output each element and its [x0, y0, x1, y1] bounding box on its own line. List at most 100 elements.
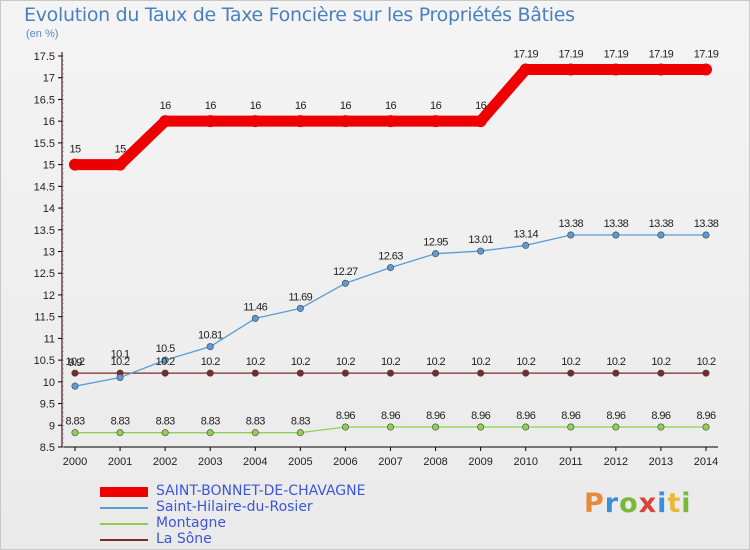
data-label: 10.2 [201, 356, 220, 368]
data-point [251, 314, 259, 322]
logo-letter: i [681, 488, 692, 519]
legend-swatch [100, 523, 148, 525]
data-point [522, 241, 530, 249]
x-tick-label: 2003 [198, 456, 222, 468]
data-label: 13.38 [559, 218, 584, 230]
data-label: 11.69 [288, 291, 312, 303]
data-label: 16 [295, 100, 307, 112]
data-label: 10.1 [111, 348, 130, 360]
data-point [432, 423, 440, 431]
x-tick-label: 2005 [288, 456, 312, 468]
data-label: 12.95 [423, 237, 448, 249]
y-tick-label: 16.5 [34, 94, 55, 106]
data-point [71, 369, 79, 377]
data-point [296, 429, 304, 437]
data-point [159, 115, 172, 128]
data-label: 17.19 [559, 48, 584, 60]
x-tick-label: 2006 [333, 456, 357, 468]
data-point [519, 63, 532, 76]
data-label: 8.96 [381, 410, 400, 422]
data-label: 8.83 [291, 416, 310, 428]
data-point [384, 115, 397, 128]
data-label: 16 [160, 100, 172, 112]
data-label: 10.2 [696, 356, 715, 368]
legend-label: La Sône [156, 531, 212, 547]
data-point [432, 250, 440, 258]
data-point [522, 369, 530, 377]
data-label: 10.81 [198, 330, 223, 342]
data-point [69, 158, 81, 171]
data-point [386, 423, 394, 431]
y-tick-label: 12 [43, 290, 55, 302]
data-point [432, 369, 440, 377]
data-point [700, 63, 712, 76]
y-tick-label: 15.5 [34, 138, 55, 150]
data-point [612, 369, 620, 377]
legend-label: Saint-Hilaire-du-Rosier [156, 499, 313, 515]
data-point [612, 231, 620, 239]
data-label: 10.2 [516, 356, 535, 368]
data-label: 8.83 [201, 416, 220, 428]
data-point [474, 115, 487, 128]
data-label: 8.96 [516, 410, 535, 422]
data-point [204, 115, 217, 128]
data-label: 10.2 [291, 356, 310, 368]
x-tick-label: 2002 [153, 456, 177, 468]
y-tick-label: 8.5 [40, 442, 55, 454]
y-tick-label: 16 [43, 116, 55, 128]
data-label: 13.01 [468, 234, 493, 246]
data-label: 10.2 [65, 356, 84, 368]
x-tick-label: 2010 [513, 456, 537, 468]
data-point [657, 231, 665, 239]
data-label: 13.38 [604, 218, 629, 230]
data-label: 15 [115, 144, 127, 156]
y-tick-label: 10.5 [34, 355, 55, 367]
data-label: 8.96 [336, 410, 355, 422]
data-point [522, 423, 530, 431]
data-label: 10.2 [471, 356, 490, 368]
data-label: 11.46 [243, 301, 267, 313]
data-label: 17.19 [604, 48, 629, 60]
data-label: 15 [69, 144, 81, 156]
data-label: 12.27 [333, 266, 358, 278]
data-label: 10.2 [561, 356, 580, 368]
logo-letter: r [604, 488, 620, 519]
x-tick-label: 2000 [63, 456, 87, 468]
data-label: 10.2 [111, 356, 130, 368]
chart-title: Evolution du Taux de Taxe Foncière sur l… [24, 4, 575, 26]
data-point [564, 63, 577, 76]
data-label: 12.63 [378, 251, 403, 263]
data-label: 10.2 [246, 356, 265, 368]
data-label: 8.83 [156, 416, 175, 428]
data-point [71, 382, 79, 390]
legend-swatch [100, 539, 148, 541]
data-point [296, 304, 304, 312]
data-label: 10.2 [426, 356, 445, 368]
data-label: 16 [475, 100, 487, 112]
data-point [567, 423, 575, 431]
data-label: 8.83 [111, 416, 130, 428]
legend-label: Montagne [156, 515, 226, 531]
x-tick-label: 2008 [423, 456, 447, 468]
data-point [702, 231, 710, 239]
x-tick-label: 2011 [559, 456, 583, 468]
data-point [654, 63, 667, 76]
y-tick-label: 14.5 [34, 181, 55, 193]
data-point [341, 279, 349, 287]
x-tick-label: 2013 [649, 456, 673, 468]
data-point [609, 63, 622, 76]
data-label: 10.2 [381, 356, 400, 368]
data-label: 10.2 [651, 356, 670, 368]
data-point [116, 373, 124, 381]
data-label: 10.2 [156, 356, 175, 368]
data-point [657, 423, 665, 431]
data-point [477, 423, 485, 431]
x-tick-label: 2007 [378, 456, 402, 468]
x-tick-label: 2009 [468, 456, 492, 468]
y-tick-label: 9.5 [40, 399, 55, 411]
y-tick-label: 11 [44, 333, 55, 345]
data-label: 17.19 [649, 48, 674, 60]
x-tick-label: 2014 [694, 456, 718, 468]
data-label: 13.38 [649, 218, 674, 230]
